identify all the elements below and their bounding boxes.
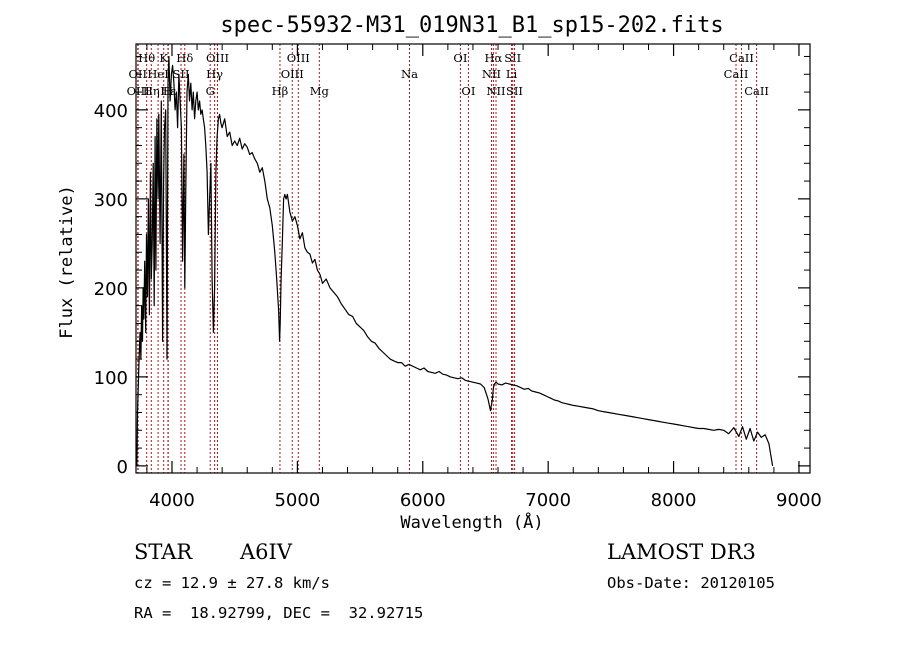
line-marker-label: Hη <box>143 84 160 98</box>
line-marker-label: Hγ <box>206 67 223 81</box>
x-tick-label: 4000 <box>149 490 195 511</box>
x-tick-label: 6000 <box>400 490 446 511</box>
spectrum-line <box>136 55 774 466</box>
line-marker-label: CaII <box>724 67 749 81</box>
line-marker-label: Na <box>401 67 418 81</box>
line-marker-label: G <box>206 84 215 98</box>
line-marker-label: Hβ <box>272 84 289 98</box>
line-marker-label: OI <box>453 51 467 65</box>
line-marker-label: SII <box>173 67 190 81</box>
line-markers: HθOIIOIIIKHeIHεHηHHδSIIOIIIHγGOIIIOIIIHβ… <box>127 44 769 473</box>
y-tick-label: 400 <box>94 101 128 122</box>
y-axis-title: Flux (relative) <box>57 185 77 339</box>
observation-date: Obs-Date: 20120105 <box>607 574 775 592</box>
line-marker-label: Hα <box>484 51 502 65</box>
line-marker-label: CaII <box>744 84 769 98</box>
line-marker-label: HeI <box>147 67 168 81</box>
object-subclass: A6IV <box>240 540 292 564</box>
line-marker-label: Li <box>506 67 518 81</box>
line-marker-label: OIII <box>287 51 310 65</box>
y-tick-label: 300 <box>94 190 128 211</box>
line-marker-label: OI <box>461 84 475 98</box>
coordinates-readout: RA = 18.92799, DEC = 32.92715 <box>134 604 424 622</box>
axes: 4000 5000 6000 7000 8000 9000 0 100 200 300 400 <box>94 44 822 511</box>
line-marker-label: Mg <box>310 84 330 98</box>
survey-label: LAMOST DR3 <box>607 540 756 564</box>
line-marker-label: CaII <box>729 51 754 65</box>
x-tick-label: 8000 <box>651 490 697 511</box>
line-marker-label: OIII <box>206 51 229 65</box>
line-marker-label: NII <box>482 67 501 81</box>
series-layer <box>136 55 774 466</box>
x-axis-title: Wavelength (Å) <box>400 511 543 533</box>
line-marker-label: OIII <box>127 84 150 98</box>
line-marker-label: SII <box>504 51 521 65</box>
line-marker-label: Hδ <box>176 51 193 65</box>
line-marker-label: SII <box>506 84 523 98</box>
line-marker-label: K <box>159 51 168 65</box>
line-marker-label: OIII <box>281 67 304 81</box>
x-tick-label: 5000 <box>274 490 320 511</box>
x-tick-label: 9000 <box>776 490 822 511</box>
y-tick-label: 0 <box>117 457 128 478</box>
x-tick-label: 7000 <box>525 490 571 511</box>
line-marker-label: Hθ <box>138 51 155 65</box>
y-tick-label: 200 <box>94 279 128 300</box>
y-tick-label: 100 <box>94 368 128 389</box>
line-marker-label: NII <box>486 84 505 98</box>
chart-title: spec-55932-M31_019N31_B1_sp15-202.fits <box>220 13 723 38</box>
redshift-readout: cz = 12.9 ± 27.8 km/s <box>134 574 330 592</box>
plot-frame <box>135 43 811 474</box>
object-class: STAR <box>134 540 193 564</box>
